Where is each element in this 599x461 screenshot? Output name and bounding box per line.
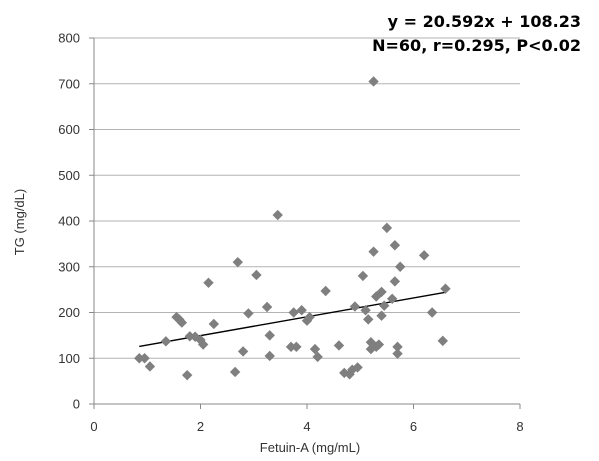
tick-labels: 0 100 200 300 400 500 600 700 800 0 2 4 6 8: [58, 31, 523, 435]
trendline: [139, 291, 446, 348]
x-tick-label: 8: [516, 419, 523, 434]
x-tick-label: 0: [90, 419, 97, 434]
y-tick-label: 600: [58, 122, 80, 137]
data-point: [357, 270, 369, 282]
data-point: [134, 353, 145, 364]
data-point: [139, 353, 150, 364]
axes: [89, 37, 521, 409]
data-point: [381, 222, 393, 234]
data-point: [181, 369, 193, 381]
data-point: [203, 277, 214, 288]
data-point: [352, 362, 363, 373]
data-point: [387, 293, 398, 304]
y-tick-label: 500: [58, 168, 80, 183]
data-point: [437, 335, 448, 347]
data-point: [363, 314, 374, 325]
data-point: [237, 346, 249, 357]
data-point: [349, 301, 361, 312]
y-axis-label: TG (mg/dL): [12, 189, 27, 255]
y-tick-label: 300: [58, 259, 80, 274]
data-point: [368, 246, 379, 257]
data-point: [379, 300, 390, 311]
data-point: [418, 250, 430, 261]
data-point: [232, 256, 243, 268]
x-tick-label: 4: [303, 419, 310, 434]
data-point: [208, 318, 220, 330]
x-tick-label: 6: [410, 419, 417, 434]
data-point: [288, 307, 299, 318]
data-point: [440, 283, 451, 294]
data-point: [389, 240, 401, 251]
data-point: [392, 348, 403, 359]
data-point: [229, 366, 241, 378]
y-tick-label: 200: [58, 305, 80, 320]
data-point: [285, 341, 297, 353]
data-point: [243, 308, 254, 319]
data-point: [144, 361, 156, 372]
gridlines: [94, 37, 520, 359]
data-point: [394, 261, 406, 272]
data-point: [360, 305, 371, 316]
regression-stats: N=60, r=0.295, P<0.02: [372, 36, 581, 55]
data-point: [197, 339, 209, 350]
y-tick-label: 800: [58, 31, 80, 46]
x-tick-label: 2: [197, 419, 204, 434]
y-tick-label: 100: [58, 351, 80, 366]
data-point: [376, 310, 387, 321]
data-point: [426, 307, 438, 318]
data-point: [368, 76, 379, 87]
data-points: [134, 76, 451, 381]
regression-annotation: y = 20.592x + 108.23 N=60, r=0.295, P<0.…: [372, 10, 581, 58]
data-point: [296, 305, 307, 316]
data-point: [251, 269, 262, 281]
data-point: [373, 339, 385, 350]
data-point: [264, 330, 275, 341]
data-point: [309, 343, 321, 355]
data-point: [312, 351, 323, 363]
y-tick-label: 0: [73, 397, 80, 412]
regression-equation: y = 20.592x + 108.23: [387, 12, 581, 31]
data-point: [160, 336, 172, 347]
data-point: [320, 285, 331, 297]
data-point: [304, 311, 315, 323]
y-tick-label: 400: [58, 214, 80, 229]
data-point: [333, 340, 345, 351]
data-point: [392, 341, 403, 353]
data-point: [389, 276, 401, 287]
x-axis-label: Fetuin-A (mg/mL): [260, 440, 360, 455]
data-point: [291, 341, 302, 353]
data-point: [261, 301, 273, 313]
trendline-segment: [139, 291, 446, 348]
data-point: [376, 286, 387, 298]
y-tick-label: 700: [58, 76, 80, 91]
data-point: [264, 350, 275, 362]
data-point: [272, 209, 283, 221]
data-point: [176, 317, 188, 328]
